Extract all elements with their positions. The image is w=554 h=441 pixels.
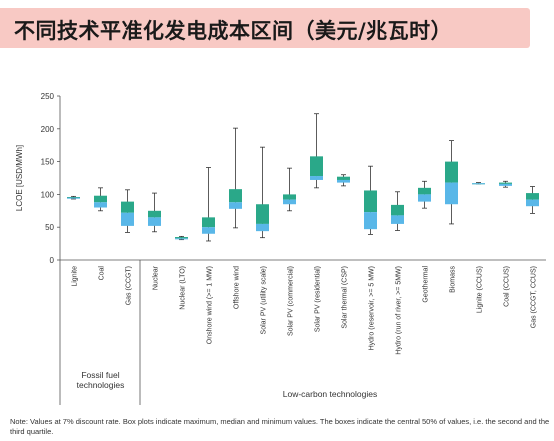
y-tick-label: 100 — [41, 190, 55, 199]
title-banner: 不同技术平准化发电成本区间（美元/兆瓦时） — [0, 8, 530, 48]
box-lower — [175, 238, 188, 240]
group-label: Low-carbon technologies — [283, 389, 378, 399]
y-tick-label: 200 — [41, 125, 55, 134]
y-tick-label: 150 — [41, 158, 55, 167]
box-lower — [229, 202, 242, 209]
box-upper — [148, 210, 161, 218]
category-label: Coal — [99, 266, 106, 281]
y-tick-label: 50 — [45, 223, 54, 232]
box-lower — [283, 199, 296, 205]
box-upper — [283, 194, 296, 200]
box-lower — [472, 183, 485, 185]
box-upper — [67, 197, 80, 199]
box-upper — [526, 193, 539, 200]
chart-note: Note: Values at 7% discount rate. Box pl… — [10, 417, 550, 436]
box-lower — [391, 215, 404, 224]
box-lower — [337, 179, 350, 183]
box-lower — [310, 176, 323, 180]
box-upper — [121, 201, 134, 213]
box-upper — [202, 217, 215, 228]
box-lower — [202, 227, 215, 234]
box-upper — [418, 187, 431, 195]
category-label: Onshore wind (>= 1 MW) — [207, 266, 214, 344]
chart-labels: 0 50 100 150 200 250 LCOE [USD/MWh] Fossil fuel… — [15, 92, 538, 399]
box-upper — [310, 156, 323, 177]
y-tick-label: 0 — [50, 256, 55, 265]
category-label: Offshore wind — [234, 266, 241, 309]
box-upper — [445, 161, 458, 183]
box-upper — [94, 195, 107, 203]
box-lower — [526, 199, 539, 207]
box-lower — [94, 202, 107, 208]
category-label: Geothermal — [423, 266, 430, 303]
category-label: Gas (CCGT, CCUS) — [531, 266, 538, 328]
category-label: Nuclear (LTO) — [180, 266, 187, 310]
box-lower — [67, 197, 80, 199]
chart-boxes — [67, 113, 539, 242]
box-lower — [418, 194, 431, 202]
category-label: Solar PV (residential) — [315, 266, 322, 332]
box-upper — [337, 176, 350, 180]
category-label: Gas (CCGT) — [126, 266, 133, 305]
category-label: Coal (CCUS) — [504, 266, 511, 307]
page-title: 不同技术平准化发电成本区间（美元/兆瓦时） — [14, 19, 453, 43]
group-label: technologies — [77, 380, 125, 390]
box-lower — [256, 223, 269, 232]
box-lower — [364, 212, 377, 230]
box-upper — [364, 190, 377, 213]
chart-axes — [57, 95, 546, 405]
box-lower — [121, 212, 134, 226]
group-label: Fossil fuel — [81, 370, 119, 380]
box-upper — [391, 204, 404, 216]
box-upper — [175, 237, 188, 239]
category-label: Solar thermal (CSP) — [342, 266, 349, 329]
box-upper — [499, 182, 512, 184]
category-label: Lignite (CCUS) — [477, 266, 484, 313]
y-axis-label: LCOE [USD/MWh] — [15, 145, 24, 211]
box-upper — [256, 204, 269, 224]
box-lower — [445, 182, 458, 205]
category-label: Lignite — [72, 266, 79, 287]
category-label: Hydro (reservoir, >= 5 MW) — [369, 266, 376, 350]
category-label: Solar PV (utility scale) — [261, 266, 268, 334]
box-upper — [229, 189, 242, 203]
category-label: Biomass — [450, 266, 457, 293]
category-label: Solar PV (commercial) — [288, 266, 295, 336]
box-lower — [148, 217, 161, 226]
category-label: Nuclear — [153, 265, 160, 290]
y-tick-label: 250 — [41, 92, 55, 101]
box-lower — [499, 183, 512, 186]
category-label: Hydro (run of river, >= 5MW) — [396, 266, 403, 355]
